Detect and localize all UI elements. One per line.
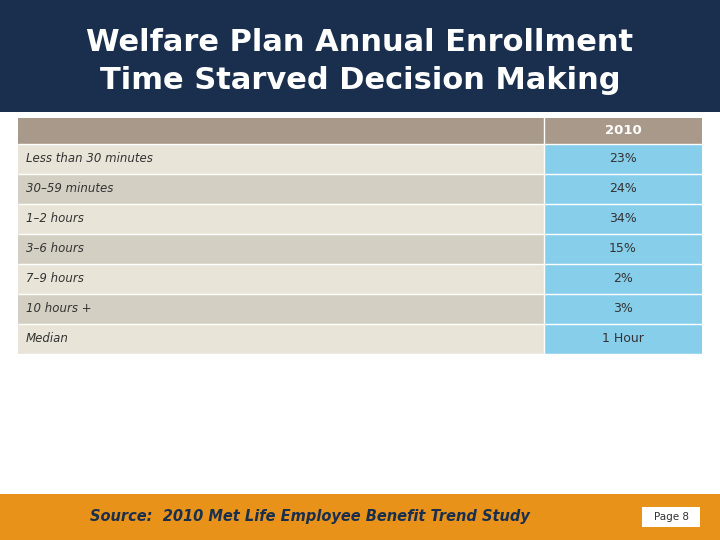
Bar (642, 507, 700, 527)
Text: Page 8: Page 8 (654, 512, 688, 522)
Text: Less than 30 minutes: Less than 30 minutes (26, 152, 153, 165)
Bar (544, 264, 702, 294)
Text: 3–6 hours: 3–6 hours (26, 242, 84, 255)
Text: 10 hours +: 10 hours + (26, 302, 91, 315)
Text: Median: Median (26, 333, 69, 346)
Bar (0, 0, 720, 112)
Bar (18, 204, 544, 234)
Text: 1 Hour: 1 Hour (602, 333, 644, 346)
Text: Welfare Plan Annual Enrollment: Welfare Plan Annual Enrollment (86, 28, 634, 57)
Bar (0, 494, 720, 540)
Bar (18, 324, 544, 354)
Bar (18, 174, 544, 204)
Text: 2010: 2010 (605, 125, 642, 138)
Bar (18, 234, 544, 264)
Text: 30–59 minutes: 30–59 minutes (26, 183, 113, 195)
Bar (544, 144, 702, 174)
Text: 24%: 24% (609, 183, 637, 195)
Bar (544, 204, 702, 234)
Bar (544, 324, 702, 354)
Bar (18, 264, 544, 294)
Text: 34%: 34% (609, 213, 637, 226)
Text: 23%: 23% (609, 152, 637, 165)
Bar (18, 144, 544, 174)
Bar (18, 294, 544, 324)
Text: Time Starved Decision Making: Time Starved Decision Making (100, 66, 620, 95)
Text: 7–9 hours: 7–9 hours (26, 273, 84, 286)
Bar (18, 118, 702, 144)
Bar (544, 174, 702, 204)
Text: 15%: 15% (609, 242, 637, 255)
Text: 3%: 3% (613, 302, 633, 315)
Bar (544, 294, 702, 324)
Text: 2%: 2% (613, 273, 633, 286)
Text: Source:  2010 Met Life Employee Benefit Trend Study: Source: 2010 Met Life Employee Benefit T… (90, 510, 529, 524)
Text: 1–2 hours: 1–2 hours (26, 213, 84, 226)
Bar (544, 234, 702, 264)
